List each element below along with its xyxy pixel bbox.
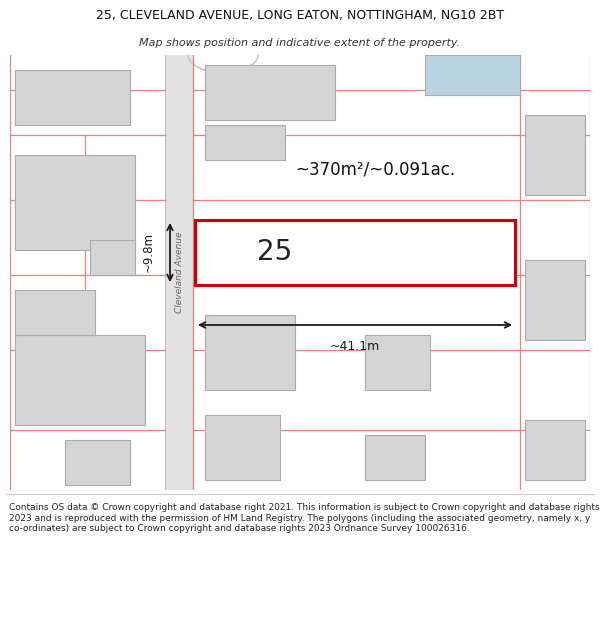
Bar (205, 125, 285, 160)
Bar (205, 415, 280, 480)
Bar (15, 335, 145, 425)
Text: ~9.8m: ~9.8m (142, 232, 155, 272)
Bar (205, 65, 335, 120)
Text: Map shows position and indicative extent of the property.: Map shows position and indicative extent… (139, 38, 461, 48)
Text: Cleveland Avenue: Cleveland Avenue (175, 232, 184, 313)
Bar (365, 435, 425, 480)
Bar (525, 260, 585, 340)
Text: Contains OS data © Crown copyright and database right 2021. This information is : Contains OS data © Crown copyright and d… (9, 504, 599, 533)
Bar (365, 335, 430, 390)
Text: 25: 25 (257, 239, 293, 266)
Bar (195, 220, 515, 285)
Bar (15, 290, 95, 335)
Bar (90, 240, 135, 275)
Bar (165, 55, 193, 490)
Bar (525, 115, 585, 195)
Text: 25, CLEVELAND AVENUE, LONG EATON, NOTTINGHAM, NG10 2BT: 25, CLEVELAND AVENUE, LONG EATON, NOTTIN… (96, 9, 504, 22)
Bar (425, 55, 520, 95)
Text: ~41.1m: ~41.1m (330, 341, 380, 354)
Bar (15, 155, 135, 250)
Bar (205, 315, 295, 390)
Text: ~370m²/~0.091ac.: ~370m²/~0.091ac. (295, 161, 455, 179)
Bar (65, 440, 130, 485)
Bar (525, 420, 585, 480)
Bar (15, 70, 130, 125)
